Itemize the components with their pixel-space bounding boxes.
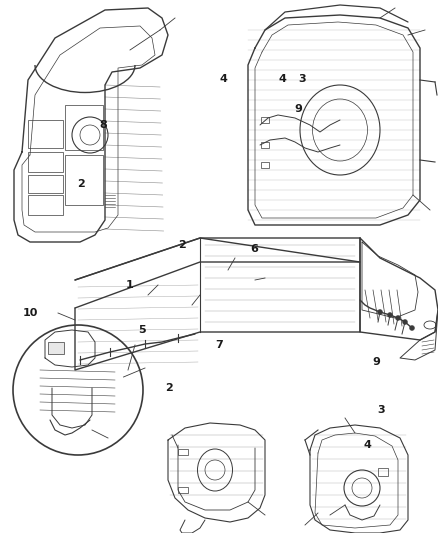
Bar	[261, 117, 269, 123]
Bar	[28, 195, 63, 215]
Bar	[261, 162, 269, 168]
Bar	[28, 152, 63, 172]
Text: 10: 10	[23, 308, 39, 318]
Text: 9: 9	[373, 358, 381, 367]
Text: 3: 3	[377, 406, 385, 415]
Text: 4: 4	[279, 74, 286, 84]
Circle shape	[378, 310, 382, 314]
Text: 2: 2	[77, 179, 85, 189]
Bar	[65, 155, 103, 205]
Bar	[28, 120, 63, 148]
Bar	[178, 487, 188, 493]
Text: 7: 7	[215, 341, 223, 350]
Bar	[28, 175, 63, 193]
Circle shape	[396, 316, 400, 320]
Text: 9: 9	[294, 104, 302, 114]
Text: 8: 8	[99, 120, 107, 130]
Text: 2: 2	[165, 383, 173, 393]
Bar	[178, 449, 188, 455]
Circle shape	[410, 326, 414, 330]
Text: 3: 3	[298, 74, 306, 84]
Circle shape	[403, 319, 407, 325]
Text: 4: 4	[219, 74, 227, 84]
Circle shape	[388, 312, 392, 318]
Bar	[48, 342, 64, 354]
Text: 4: 4	[364, 440, 372, 450]
Text: 5: 5	[138, 326, 146, 335]
Bar	[65, 105, 103, 150]
Text: 1: 1	[125, 280, 133, 290]
Text: 2: 2	[178, 240, 186, 250]
Bar	[261, 142, 269, 148]
Bar	[378, 468, 388, 476]
Text: 6: 6	[250, 244, 258, 254]
